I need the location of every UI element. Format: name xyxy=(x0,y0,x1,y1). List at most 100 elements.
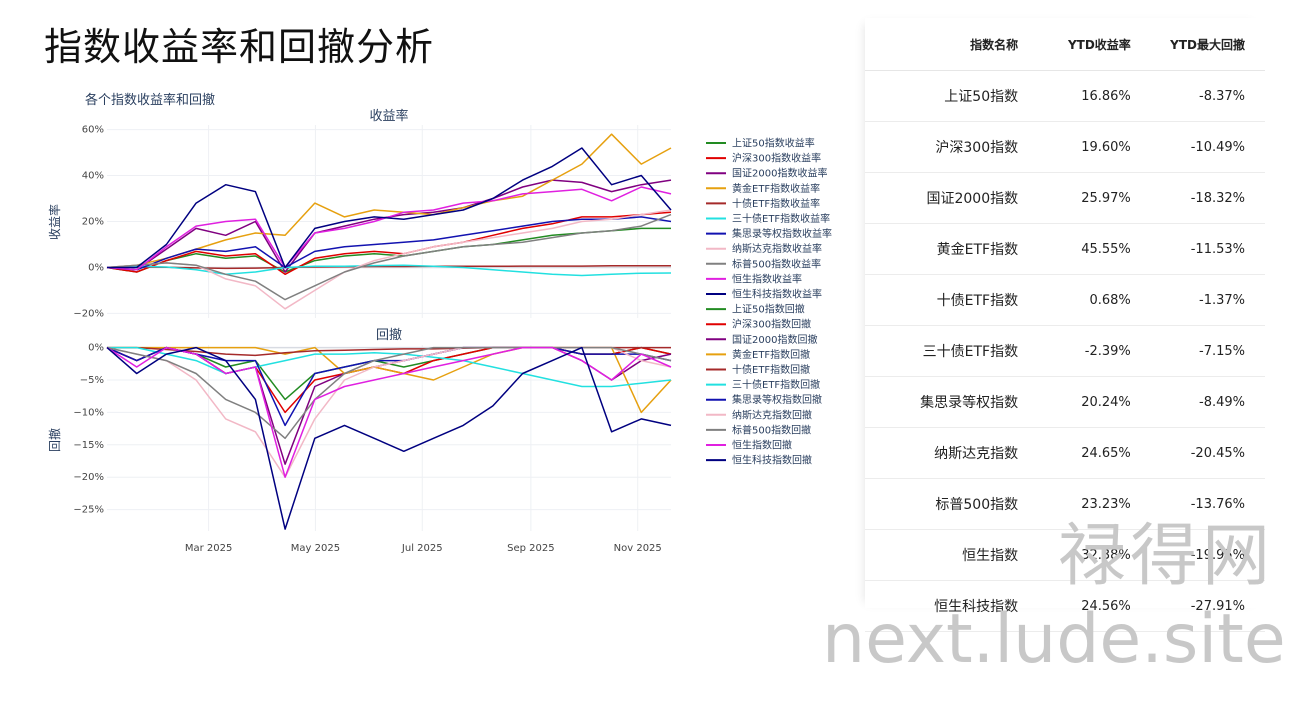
drawdown-subplot-title: 回撤 xyxy=(376,327,402,343)
table-row: 恒生科技指数 24.56% -27.91% xyxy=(865,580,1265,632)
y-tick-label: −10% xyxy=(73,407,104,418)
cell-ytd-return: -2.39% xyxy=(1053,325,1136,377)
x-tick-label: Nov 2025 xyxy=(614,543,662,554)
y-tick-label: 40% xyxy=(82,171,104,182)
header-ytd-max-drawdown: YTD最大回撤 xyxy=(1135,18,1265,71)
cell-ytd-return: 23.23% xyxy=(1053,478,1136,530)
x-tick-label: Jul 2025 xyxy=(401,543,443,554)
x-tick-label: Mar 2025 xyxy=(185,543,233,554)
series-line xyxy=(106,346,672,440)
returns-subplot-title: 收益率 xyxy=(369,108,408,124)
cell-ytd-max-drawdown: -7.15% xyxy=(1135,325,1265,377)
cell-ytd-return: 24.65% xyxy=(1053,427,1136,479)
legend-item[interactable]: 恒生指数收益率 xyxy=(732,272,802,285)
cell-index-name: 沪深300指数 xyxy=(865,121,1054,173)
cell-ytd-max-drawdown: -19.95% xyxy=(1135,529,1265,581)
legend-item[interactable]: 恒生科技指数收益率 xyxy=(732,288,822,301)
header-index-name: 指数名称 xyxy=(865,18,1054,71)
legend-item[interactable]: 三十债ETF指数收益率 xyxy=(732,212,830,225)
series-line xyxy=(107,346,672,388)
cell-ytd-return: 24.56% xyxy=(1053,580,1136,632)
legend-item[interactable]: 上证50指数回撤 xyxy=(732,303,805,316)
x-tick-label: May 2025 xyxy=(291,543,340,554)
table-row: 国证2000指数 25.97% -18.32% xyxy=(865,172,1265,224)
y-tick-label: −20% xyxy=(73,308,104,319)
series-line xyxy=(106,346,672,478)
drawdown-y-axis-title: 回撤 xyxy=(47,428,62,452)
table-row: 标普500指数 23.23% -13.76% xyxy=(865,478,1265,530)
returns-y-axis-title: 收益率 xyxy=(47,204,62,240)
cell-ytd-max-drawdown: -8.49% xyxy=(1135,376,1265,428)
cell-ytd-max-drawdown: -10.49% xyxy=(1135,121,1265,173)
legend-item[interactable]: 十债ETF指数回撤 xyxy=(732,363,810,376)
cell-ytd-return: 16.86% xyxy=(1053,70,1136,122)
series-line xyxy=(106,211,672,276)
y-tick-label: 0% xyxy=(88,262,104,273)
returns-drawdown-chart: Mar 2025 May 2025 Jul 2025 Sep 2025 Nov 2025… xyxy=(47,92,832,554)
cell-ytd-max-drawdown: -13.76% xyxy=(1135,478,1265,530)
cell-index-name: 集思录等权指数 xyxy=(865,376,1054,428)
series-line xyxy=(106,213,672,301)
cell-ytd-return: 20.24% xyxy=(1053,376,1136,428)
page-title: 指数收益率和回撤分析 xyxy=(44,25,435,69)
legend-item[interactable]: 集思录等权指数收益率 xyxy=(732,227,832,240)
cell-ytd-max-drawdown: -8.37% xyxy=(1135,70,1265,122)
legend-item[interactable]: 纳斯达克指数收益率 xyxy=(732,242,822,255)
grid-layer xyxy=(107,125,671,531)
legend-item[interactable]: 集思录等权指数回撤 xyxy=(732,393,822,406)
legend-item[interactable]: 沪深300指数收益率 xyxy=(732,152,821,165)
cell-ytd-return: 45.55% xyxy=(1053,223,1136,275)
series-line xyxy=(106,346,672,465)
legend-item[interactable]: 黄金ETF指数收益率 xyxy=(732,182,820,195)
series-line xyxy=(106,216,672,271)
legend-item[interactable]: 恒生指数回撤 xyxy=(732,439,792,452)
cell-index-name: 纳斯达克指数 xyxy=(865,427,1054,479)
y-tick-label: −15% xyxy=(73,440,104,451)
axis-layer: Mar 2025 May 2025 Jul 2025 Sep 2025 Nov 2025… xyxy=(73,125,661,554)
cell-index-name: 国证2000指数 xyxy=(865,172,1054,224)
table-row: 黄金ETF指数 45.55% -11.53% xyxy=(865,223,1265,275)
legend-item[interactable]: 三十债ETF指数回撤 xyxy=(732,378,820,391)
series-line xyxy=(106,346,672,401)
table-header-row: 指数名称 YTD收益率 YTD最大回撤 xyxy=(865,18,1265,71)
table-row: 三十债ETF指数 -2.39% -7.15% xyxy=(865,325,1265,377)
legend-item[interactable]: 国证2000指数收益率 xyxy=(732,167,827,180)
legend-item[interactable]: 十债ETF指数收益率 xyxy=(732,197,820,210)
series-line xyxy=(106,179,672,273)
legend-item[interactable]: 纳斯达克指数回撤 xyxy=(732,408,812,421)
ytd-summary-table: 指数名称 YTD收益率 YTD最大回撤 上证50指数 16.86% -8.37% 沪深… xyxy=(865,18,1265,632)
chart-title: 各个指数收益率和回撤 xyxy=(85,92,215,108)
y-tick-label: −20% xyxy=(73,472,104,483)
legend-item[interactable]: 沪深300指数回撤 xyxy=(732,318,811,331)
legend-item[interactable]: 国证2000指数回撤 xyxy=(732,333,817,346)
legend-item[interactable]: 标普500指数回撤 xyxy=(732,423,811,436)
watermark-url: next.lude.site xyxy=(822,600,1286,679)
x-tick-label: Sep 2025 xyxy=(507,543,554,554)
cell-index-name: 上证50指数 xyxy=(865,70,1054,122)
watermark-text: 禄得网 xyxy=(1058,517,1275,596)
cell-ytd-max-drawdown: -20.45% xyxy=(1135,427,1265,479)
cell-ytd-return: 25.97% xyxy=(1053,172,1136,224)
legend-item[interactable]: 上证50指数收益率 xyxy=(732,137,815,150)
table-row: 集思录等权指数 20.24% -8.49% xyxy=(865,376,1265,428)
y-tick-label: −25% xyxy=(73,505,104,516)
series-line xyxy=(107,147,672,269)
cell-index-name: 三十债ETF指数 xyxy=(865,325,1054,377)
cell-index-name: 十债ETF指数 xyxy=(865,274,1054,326)
legend-item[interactable]: 标普500指数收益率 xyxy=(732,257,821,270)
table-row: 沪深300指数 19.60% -10.49% xyxy=(865,121,1265,173)
series-line xyxy=(106,346,672,427)
series-line xyxy=(106,264,672,277)
legend-item[interactable]: 恒生科技指数回撤 xyxy=(732,454,812,467)
cell-ytd-max-drawdown: -18.32% xyxy=(1135,172,1265,224)
y-tick-label: 60% xyxy=(82,125,104,136)
cell-ytd-return: 19.60% xyxy=(1053,121,1136,173)
y-tick-label: 0% xyxy=(88,343,104,354)
header-ytd-return: YTD收益率 xyxy=(1053,18,1136,71)
table-row: 恒生指数 32.38% -19.95% xyxy=(865,529,1265,581)
legend-item[interactable]: 黄金ETF指数回撤 xyxy=(732,348,810,361)
y-tick-label: −5% xyxy=(80,375,104,386)
cell-index-name: 恒生指数 xyxy=(865,529,1054,581)
series-layer xyxy=(106,133,672,530)
cell-index-name: 黄金ETF指数 xyxy=(865,223,1054,275)
